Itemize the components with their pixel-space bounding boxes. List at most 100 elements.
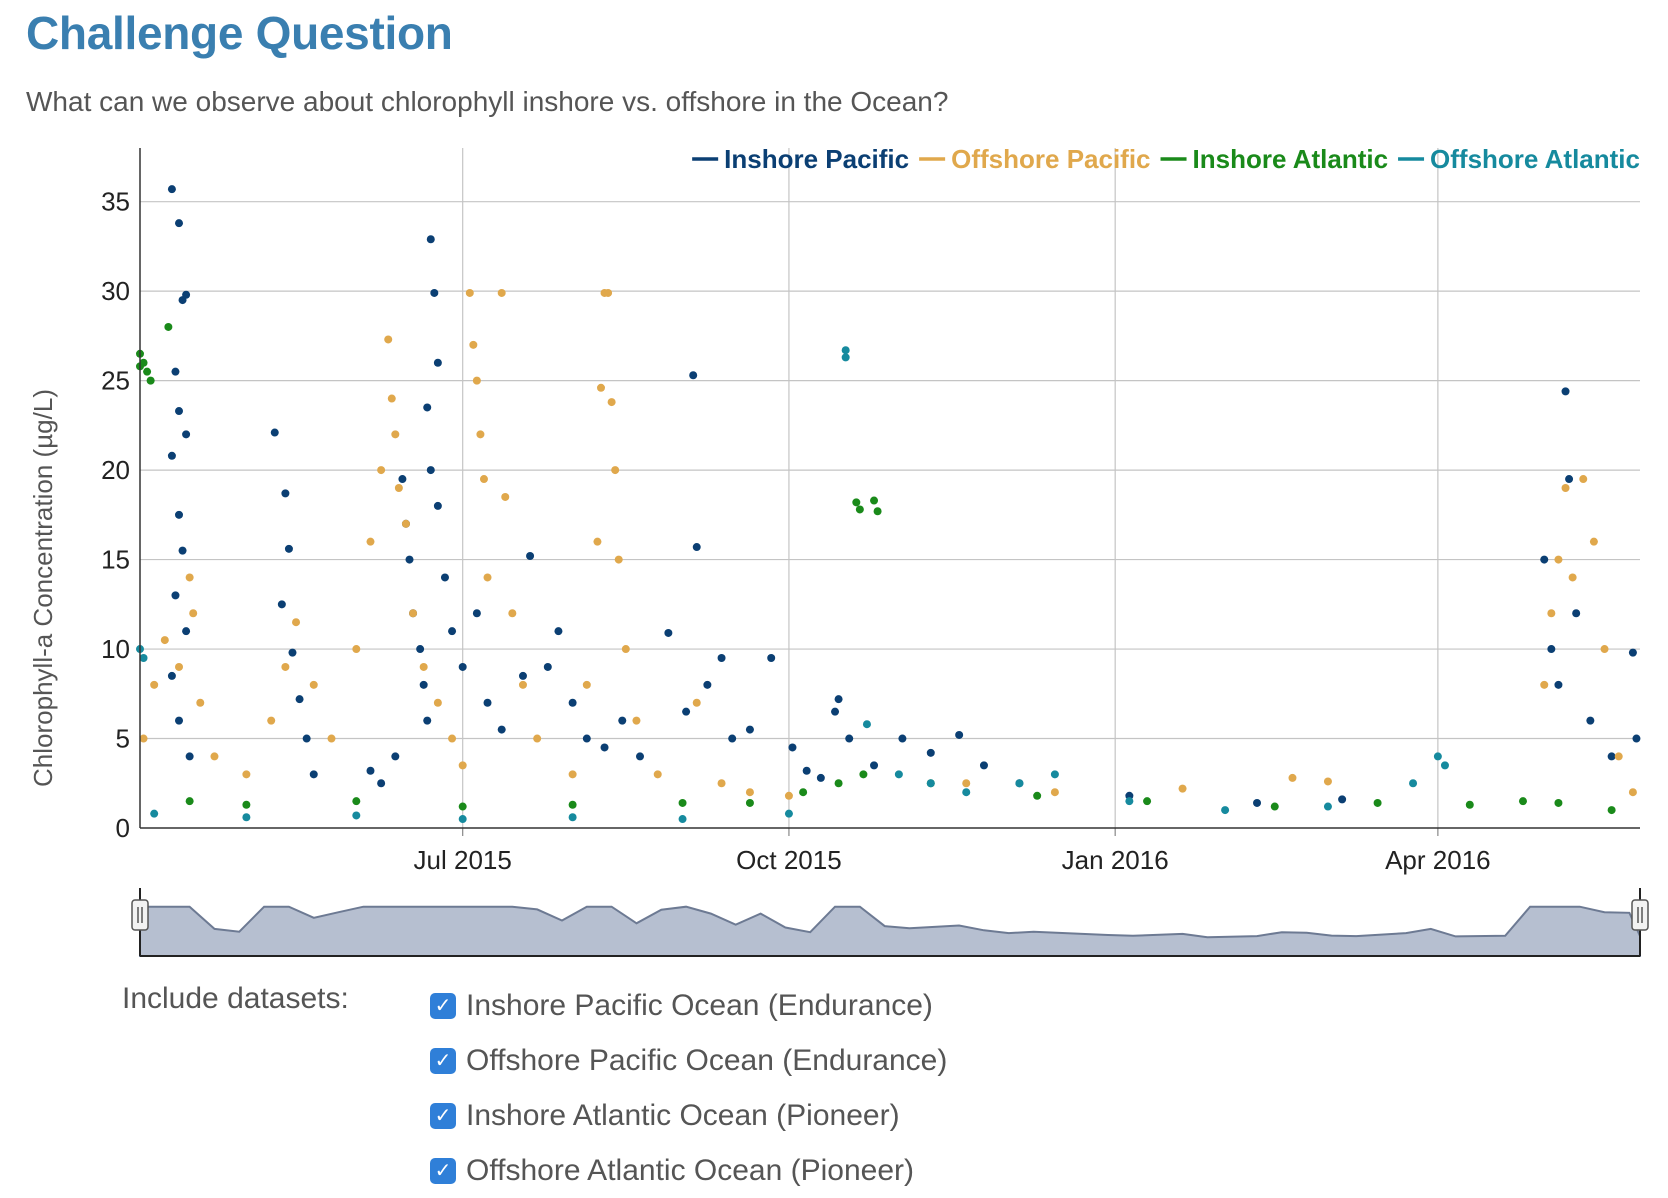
data-point [309, 680, 318, 689]
data-point [636, 752, 644, 761]
data-point [472, 376, 481, 385]
data-point [1589, 537, 1598, 546]
navigator-left-handle[interactable] [131, 899, 149, 931]
data-point [1338, 795, 1347, 804]
data-point [1143, 797, 1152, 806]
data-point [799, 788, 808, 797]
data-point [816, 773, 825, 782]
data-point [352, 797, 361, 806]
data-point [1373, 798, 1382, 807]
data-point [618, 716, 627, 725]
data-point [745, 798, 754, 807]
data-point [1554, 798, 1563, 807]
data-point [139, 654, 148, 662]
data-point [391, 430, 400, 439]
data-point [288, 648, 297, 657]
data-point [1628, 788, 1637, 797]
data-point [1540, 680, 1549, 689]
dataset-checkbox[interactable]: ✓ [430, 992, 456, 1019]
data-point [458, 815, 467, 824]
data-point [1579, 475, 1588, 484]
data-point [1614, 752, 1623, 761]
data-point [423, 716, 432, 725]
series-3 [136, 346, 1449, 824]
legend-label: Inshore Atlantic [1193, 144, 1389, 174]
data-point [689, 371, 698, 380]
data-point [1628, 648, 1637, 657]
data-point [664, 628, 673, 637]
data-point [419, 680, 428, 689]
data-point [440, 573, 449, 582]
data-point [171, 367, 180, 376]
data-point [182, 430, 191, 439]
dataset-option[interactable]: ✓ Inshore Atlantic Ocean (Pioneer) [430, 1088, 947, 1143]
data-point [784, 791, 793, 800]
data-point [1050, 788, 1059, 797]
legend-item[interactable]: Offshore Atlantic [1398, 144, 1640, 174]
data-point [508, 609, 517, 618]
data-point [309, 770, 318, 779]
series-2 [136, 322, 1616, 815]
dataset-checkbox[interactable]: ✓ [430, 1047, 456, 1074]
legend-label: Offshore Pacific [951, 144, 1150, 174]
data-point [841, 353, 850, 362]
data-point [568, 770, 577, 779]
data-point [1270, 802, 1279, 811]
data-point [955, 730, 964, 739]
data-point [526, 552, 535, 560]
data-point [1323, 777, 1332, 786]
data-point [852, 498, 861, 507]
dataset-option[interactable]: ✓ Offshore Pacific Ocean (Endurance) [430, 1033, 947, 1088]
data-point [614, 555, 623, 564]
data-point [409, 609, 418, 618]
data-point [384, 335, 393, 344]
data-point [242, 800, 251, 809]
data-point [448, 734, 457, 743]
data-point [678, 798, 687, 807]
legend-item[interactable]: Inshore Atlantic [1160, 144, 1389, 174]
y-tick-label: 10 [101, 634, 130, 664]
dataset-option[interactable]: ✓ Offshore Atlantic Ocean (Pioneer) [430, 1143, 947, 1198]
x-tick-label: Jan 2016 [1062, 845, 1169, 875]
dataset-checkbox[interactable]: ✓ [430, 1157, 456, 1184]
legend-item[interactable]: Inshore Pacific [692, 144, 909, 174]
data-point [841, 346, 850, 355]
dataset-checkbox[interactable]: ✓ [430, 1102, 456, 1129]
data-point [898, 734, 907, 743]
data-point [1015, 779, 1024, 788]
navigator-right-handle[interactable] [1631, 899, 1649, 931]
data-point [1586, 716, 1595, 725]
data-point [426, 466, 435, 475]
data-point [377, 779, 386, 788]
data-point [483, 698, 492, 707]
data-point [834, 695, 843, 704]
legend-label: Offshore Atlantic [1430, 144, 1640, 174]
data-point [182, 627, 191, 636]
y-tick-label: 30 [101, 276, 130, 306]
data-point [788, 743, 797, 752]
data-point [479, 475, 488, 484]
data-point [1323, 802, 1332, 811]
range-navigator[interactable] [0, 0, 1668, 960]
data-point [611, 466, 620, 475]
data-point [394, 484, 403, 492]
data-point [568, 800, 577, 809]
data-point [678, 815, 687, 824]
y-tick-label: 5 [116, 724, 130, 754]
data-point [845, 734, 854, 743]
data-point [458, 662, 467, 671]
data-point [352, 645, 361, 654]
challenge-question: What can we observe about chlorophyll in… [26, 86, 949, 117]
data-point [281, 662, 290, 671]
dataset-option[interactable]: ✓ Inshore Pacific Ocean (Endurance) [430, 978, 947, 1033]
data-point [267, 716, 276, 725]
data-point [419, 662, 428, 671]
data-point [767, 654, 776, 662]
data-point [1554, 555, 1563, 564]
data-point [518, 680, 527, 689]
legend-item[interactable]: Offshore Pacific [919, 144, 1151, 174]
data-point [568, 698, 577, 707]
data-point [189, 609, 198, 618]
data-point [143, 367, 152, 376]
data-point [175, 510, 184, 519]
